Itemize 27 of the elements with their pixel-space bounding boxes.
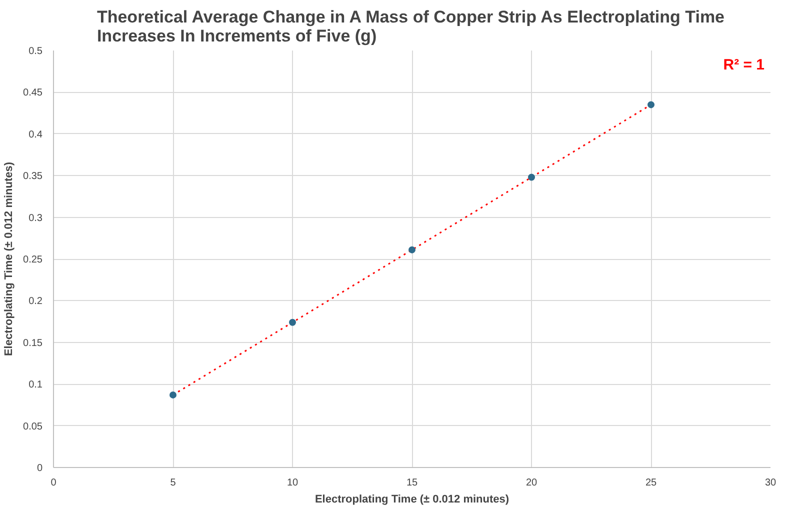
y-tick-label: 0.05 bbox=[23, 421, 43, 432]
x-axis-title: Electroplating Time (± 0.012 minutes) bbox=[314, 494, 510, 506]
y-tick-label: 0.5 bbox=[28, 46, 43, 57]
y-tick-label: 0.15 bbox=[23, 338, 43, 349]
y-tick-label: 0.3 bbox=[28, 212, 43, 224]
y-tick-label: 0 bbox=[36, 463, 43, 474]
y-axis-title: Electroplating Time (± 0.012 minutes) bbox=[3, 162, 16, 356]
x-tick-label: 15 bbox=[406, 478, 418, 488]
annotation: R² = 1 bbox=[723, 56, 764, 74]
x-tick-label: 25 bbox=[645, 478, 657, 488]
point bbox=[289, 318, 296, 326]
y-tick-label: 0.4 bbox=[28, 129, 43, 140]
x-tick-label: 5 bbox=[170, 478, 176, 488]
y-tick-label: 0.45 bbox=[23, 88, 43, 99]
x-tick-label: 20 bbox=[526, 478, 538, 488]
point bbox=[408, 246, 416, 254]
point bbox=[648, 101, 654, 108]
x-tick-label: 30 bbox=[764, 478, 776, 488]
point bbox=[528, 174, 535, 181]
x-tick-label: 0 bbox=[50, 478, 57, 488]
y-tick-label: 0.35 bbox=[23, 171, 43, 182]
y-tick-label: 0.2 bbox=[28, 296, 43, 308]
chart-title: Theoretical Average Change in A Mass of Copper Strip As Electroplating Time Increases In Increments of Five (g) bbox=[96, 8, 725, 46]
y-tick-label: 0.1 bbox=[28, 380, 43, 391]
y-tick-label: 0.25 bbox=[23, 254, 43, 266]
x-tick-label: 10 bbox=[286, 478, 298, 488]
point bbox=[170, 391, 176, 398]
